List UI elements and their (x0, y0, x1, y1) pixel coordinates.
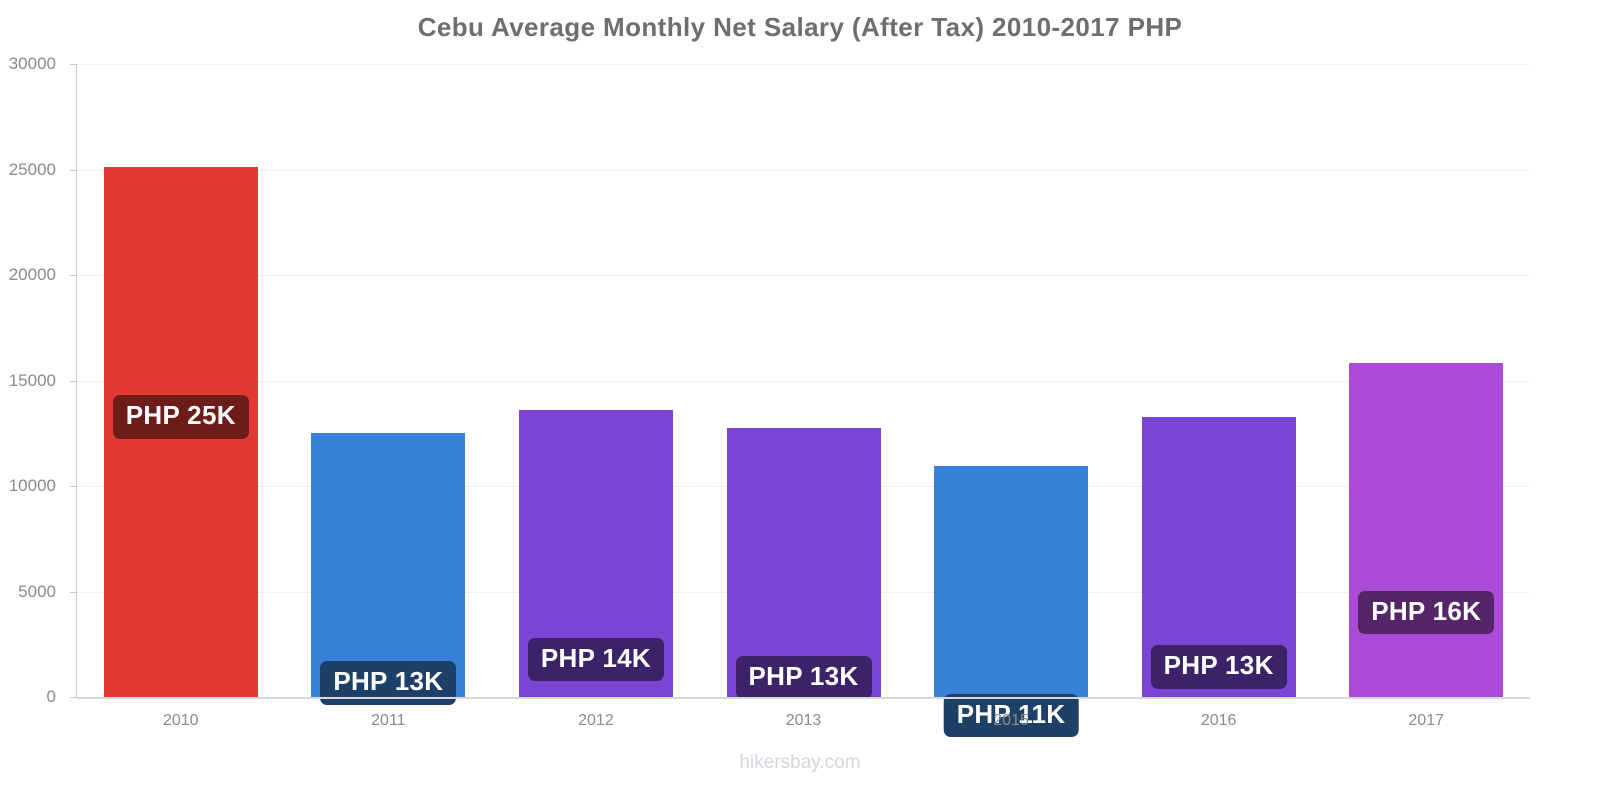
x-axis-tick-label: 2017 (1408, 712, 1444, 729)
bar[interactable]: PHP 16K (1349, 362, 1504, 697)
y-axis-line (76, 64, 77, 698)
bar[interactable]: PHP 11K (934, 465, 1089, 738)
bar-value-label: PHP 13K (735, 655, 872, 700)
x-axis-tick-label: 2011 (371, 712, 406, 729)
y-axis-tick-mark (70, 169, 77, 171)
x-axis-tick-label: 2010 (162, 712, 199, 729)
x-axis-line (77, 697, 1530, 699)
bar-value-label: PHP 16K (1358, 590, 1495, 634)
y-axis-tick-label: 20000 (8, 265, 56, 284)
y-axis-tick-mark (70, 275, 77, 276)
y-axis-tick-mark (70, 486, 77, 487)
gridline (77, 169, 1530, 171)
y-axis-tick-mark (70, 64, 77, 65)
x-axis-tick-label: 2012 (578, 712, 614, 729)
bar[interactable]: PHP 13K (1141, 417, 1296, 697)
y-axis-tick-label: 30000 (8, 54, 56, 73)
bar[interactable]: PHP 25K (103, 167, 258, 697)
x-axis-tick-label: 2015 (993, 712, 1029, 729)
bar[interactable]: PHP 14K (518, 410, 673, 697)
y-axis-tick-label: 10000 (8, 476, 56, 495)
gridline (77, 64, 1530, 65)
chart-title: Cebu Average Monthly Net Salary (After T… (417, 12, 1183, 42)
x-axis-tick-label: 2016 (1200, 712, 1237, 729)
y-axis-tick-label: 15000 (8, 370, 56, 390)
bar[interactable]: PHP 13K (726, 427, 881, 700)
gridline (77, 275, 1530, 276)
y-axis-tick-mark (70, 697, 77, 698)
bar-value-label: PHP 25K (112, 395, 249, 439)
watermark-label: hikersbay.com (739, 752, 861, 773)
y-axis-tick-labels: 30000 25000 20000 15000 10000 5000 0 (0, 0, 77, 800)
y-axis-tick-label: 25000 (8, 159, 56, 179)
y-axis-tick-label: 5000 (18, 581, 56, 601)
bar[interactable]: PHP 13K (311, 433, 466, 705)
bar-value-label: PHP 11K (943, 693, 1079, 738)
bar-value-label: PHP 14K (527, 638, 664, 682)
x-axis-tick-label: 2013 (785, 712, 822, 729)
gridline (77, 380, 1530, 382)
y-axis-tick-mark (70, 591, 77, 593)
plot-area: PHP 25K PHP 13K PHP 14K PHP 13K PHP 11K PHP 1… (77, 64, 1530, 738)
y-axis-tick-label: 0 (46, 687, 56, 706)
bar-value-label: PHP 13K (1150, 645, 1287, 689)
y-axis-tick-mark (70, 380, 77, 382)
